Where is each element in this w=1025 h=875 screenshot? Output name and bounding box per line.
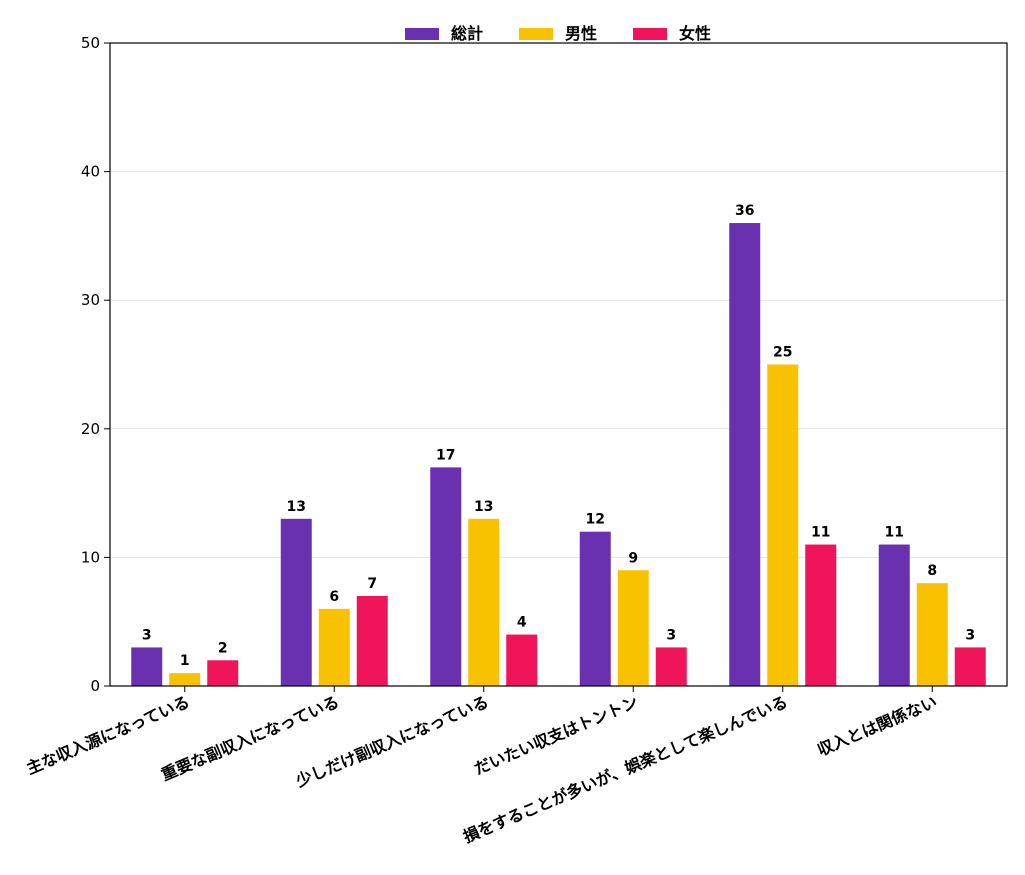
bar	[468, 518, 500, 686]
data-label: 9	[628, 550, 638, 566]
data-label: 3	[142, 627, 152, 643]
data-label: 11	[811, 525, 830, 541]
data-label: 36	[735, 203, 754, 219]
data-label: 7	[367, 576, 377, 592]
bar	[729, 223, 761, 687]
bar	[767, 364, 799, 686]
bar	[655, 647, 687, 686]
bar	[318, 608, 350, 686]
bar	[207, 660, 239, 686]
data-label: 4	[517, 615, 527, 631]
x-axis-ticks: 主な収入源になっている重要な副収入になっている少しだけ副収入になっているだいたい…	[24, 686, 940, 847]
legend: 総計 男性 女性	[405, 24, 711, 43]
legend-label: 総計	[451, 24, 483, 43]
bar	[430, 467, 462, 686]
data-label: 2	[218, 640, 228, 656]
bar	[579, 531, 611, 686]
legend-swatch	[633, 28, 667, 40]
x-tick-label: 収入とは関係ない	[815, 692, 940, 760]
y-tick-label: 50	[81, 34, 100, 52]
legend-swatch	[405, 28, 439, 40]
legend-label: 男性	[565, 24, 597, 43]
bar	[878, 544, 910, 686]
data-label: 25	[773, 345, 792, 361]
data-label: 13	[474, 499, 493, 515]
bar	[954, 647, 986, 686]
data-label: 13	[287, 499, 306, 515]
bar	[356, 595, 388, 686]
bar	[506, 634, 538, 686]
bar	[131, 647, 163, 686]
data-label: 11	[885, 525, 904, 541]
legend-label: 女性	[679, 24, 711, 43]
data-label: 17	[436, 447, 455, 463]
y-tick-label: 10	[81, 548, 100, 566]
gridlines	[110, 171, 1007, 558]
plot-frame	[109, 42, 1008, 687]
data-label: 1	[180, 653, 190, 669]
bar	[280, 518, 312, 686]
data-label: 6	[329, 589, 339, 605]
data-label: 8	[927, 563, 937, 579]
bar	[805, 544, 837, 686]
legend-swatch	[519, 28, 553, 40]
data-label: 3	[965, 627, 975, 643]
y-tick-label: 0	[90, 677, 100, 695]
data-label: 12	[586, 512, 605, 528]
y-tick-label: 30	[81, 291, 100, 309]
y-tick-label: 20	[81, 420, 100, 438]
y-tick-label: 40	[81, 163, 100, 181]
y-axis-ticks: 0 10 20 30 40 50	[81, 34, 110, 695]
bar	[916, 583, 948, 686]
axes	[109, 42, 1008, 687]
bar	[617, 570, 649, 686]
data-label: 3	[666, 627, 676, 643]
bars	[131, 223, 986, 687]
bar	[169, 673, 201, 686]
